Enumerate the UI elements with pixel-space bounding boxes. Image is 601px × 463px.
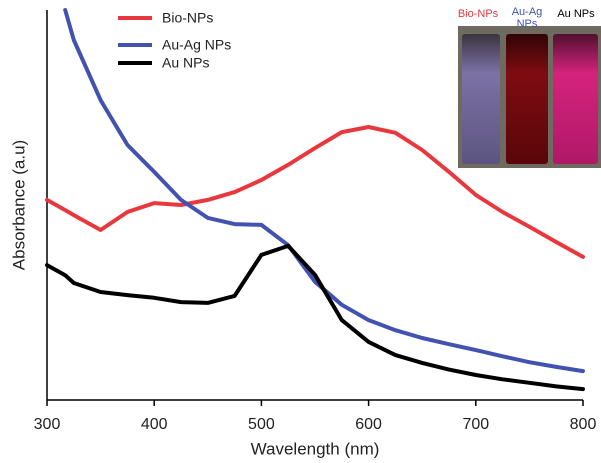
inset-photo (458, 26, 601, 168)
cuvette (462, 34, 500, 164)
cuvette (506, 34, 548, 164)
legend-label: Au-Ag NPs (162, 37, 231, 53)
inset-label: Au NPs (557, 8, 595, 20)
x-tick-label: 500 (248, 416, 275, 433)
x-tick-label: 600 (355, 416, 382, 433)
x-tick-label: 300 (34, 416, 61, 433)
x-tick-label: 400 (141, 416, 168, 433)
inset-label: Bio-NPs (457, 8, 499, 20)
inset-label: Au-Ag NPs (511, 6, 543, 30)
legend-label: Au NPs (162, 55, 209, 71)
x-tick-label: 800 (570, 416, 597, 433)
y-axis-label: Absorbance (a.u) (9, 140, 28, 270)
legend-label: Bio-NPs (162, 10, 213, 26)
x-tick-label: 700 (462, 416, 489, 433)
data-line (63, 8, 585, 374)
cuvette (553, 34, 598, 164)
data-line (45, 243, 585, 392)
data-line (45, 125, 585, 259)
x-axis-label: Wavelength (nm) (251, 439, 380, 458)
